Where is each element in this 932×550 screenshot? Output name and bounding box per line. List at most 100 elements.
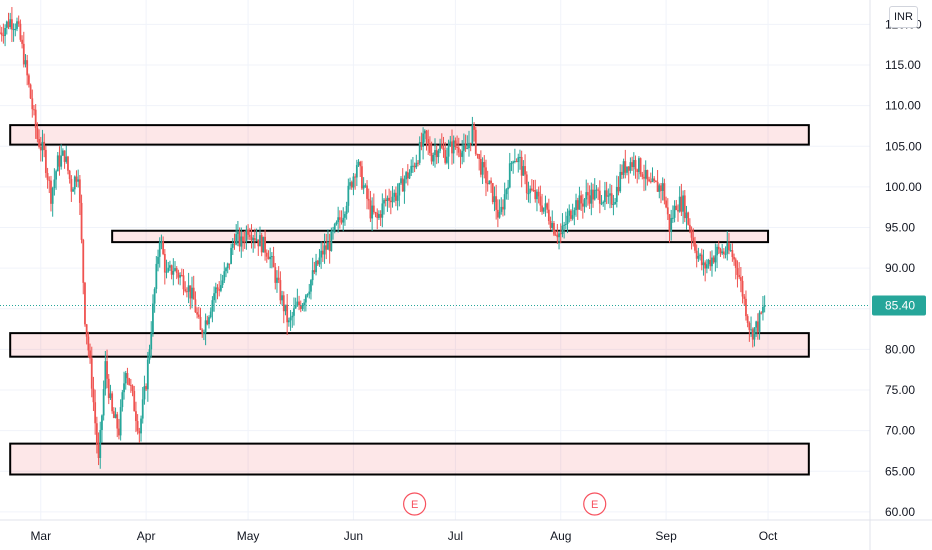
candle-body	[299, 305, 302, 309]
last-price-label: 85.40	[885, 299, 915, 313]
candle-body	[748, 322, 751, 330]
candle-body	[119, 407, 122, 436]
candle-body	[643, 176, 645, 179]
candle-body	[287, 320, 290, 323]
candle-body	[585, 192, 588, 200]
candle-body	[186, 291, 188, 293]
candle-body	[420, 142, 423, 147]
candle-body	[167, 267, 170, 272]
candle-body	[366, 185, 368, 199]
currency-badge[interactable]: INR	[889, 6, 918, 28]
candle-body	[367, 198, 370, 201]
earnings-marker	[583, 492, 607, 516]
candle-body	[191, 287, 193, 299]
candle-body	[332, 230, 334, 232]
candle-body	[140, 418, 142, 434]
candle-body	[556, 235, 559, 238]
candle-body	[695, 250, 698, 259]
candle-body	[449, 141, 452, 147]
candle-body	[245, 229, 248, 242]
candle-body	[226, 263, 229, 269]
candle-body	[610, 193, 613, 205]
candle-body	[145, 386, 148, 390]
candle-body	[327, 242, 329, 250]
candle-body	[405, 172, 408, 180]
candle-body	[627, 166, 630, 171]
candle-body	[415, 162, 418, 168]
candle-body	[172, 270, 175, 275]
candle-body	[102, 389, 105, 416]
candle-body	[21, 39, 23, 44]
candle-body	[483, 162, 486, 168]
candle-body	[214, 287, 217, 294]
candle-body	[175, 268, 178, 273]
candle-body	[656, 181, 659, 192]
candle-body	[756, 321, 759, 332]
candle-body	[412, 165, 414, 167]
candle-body	[294, 305, 297, 309]
candle-body	[337, 217, 340, 223]
candle-body	[496, 209, 499, 218]
candle-body	[624, 161, 627, 173]
candle-body	[301, 305, 304, 309]
candle-body	[423, 130, 426, 134]
candle-body	[400, 178, 402, 184]
candle-body	[293, 308, 295, 316]
candle-body	[395, 192, 397, 201]
candle-body	[61, 150, 64, 156]
earnings-marker-label: E	[591, 499, 598, 511]
y-tick-label: 110.00	[885, 99, 921, 113]
candle-body	[670, 218, 673, 232]
candle-body	[598, 190, 601, 204]
price-axis[interactable]: 60.0065.0070.0075.0080.0085.0090.0095.00…	[885, 17, 922, 519]
candle-body	[578, 195, 581, 210]
candle-body	[51, 187, 54, 204]
candle-body	[289, 317, 292, 321]
candle-body	[632, 160, 635, 168]
candle-body	[461, 150, 464, 157]
candle-body	[712, 257, 715, 263]
candle-body	[442, 147, 445, 151]
candle-body	[174, 268, 176, 271]
candle-body	[17, 21, 20, 24]
candle-body	[36, 128, 39, 140]
earnings-marker	[403, 492, 427, 516]
candle-body	[26, 60, 29, 76]
candle-body	[111, 393, 114, 412]
candle-body	[532, 190, 535, 192]
candle-body	[634, 160, 637, 170]
candle-body	[372, 205, 375, 213]
candle-body	[604, 190, 606, 203]
candle-body	[690, 229, 693, 238]
candle-body	[34, 109, 37, 129]
candle-body	[376, 212, 379, 218]
candle-body	[563, 224, 566, 226]
candle-body	[388, 197, 391, 201]
candle-body	[741, 280, 744, 297]
candle-body	[335, 222, 338, 225]
candle-body	[459, 152, 462, 157]
candle-body	[97, 444, 100, 458]
candle-body	[192, 287, 195, 300]
candle-body	[638, 158, 640, 172]
candle-body	[639, 158, 642, 175]
candle-body	[286, 304, 289, 323]
candle-body	[631, 162, 634, 168]
candle-body	[386, 197, 389, 202]
candle-body	[546, 203, 549, 210]
y-tick-label: 95.00	[885, 221, 915, 235]
x-tick-label: Jul	[448, 529, 463, 543]
time-axis[interactable]: Mar Apr May Jun Jul Aug Sep Oct	[30, 529, 778, 543]
candle-body	[158, 242, 161, 257]
candle-body	[478, 154, 481, 159]
candle-body	[19, 23, 22, 40]
candle-body	[153, 288, 156, 304]
candle-body	[160, 241, 163, 243]
candle-body	[722, 251, 725, 255]
candle-body	[282, 295, 285, 312]
candle-body	[554, 234, 557, 236]
candle-body	[452, 140, 455, 154]
candle-body	[617, 186, 620, 192]
candle-body	[318, 257, 321, 265]
